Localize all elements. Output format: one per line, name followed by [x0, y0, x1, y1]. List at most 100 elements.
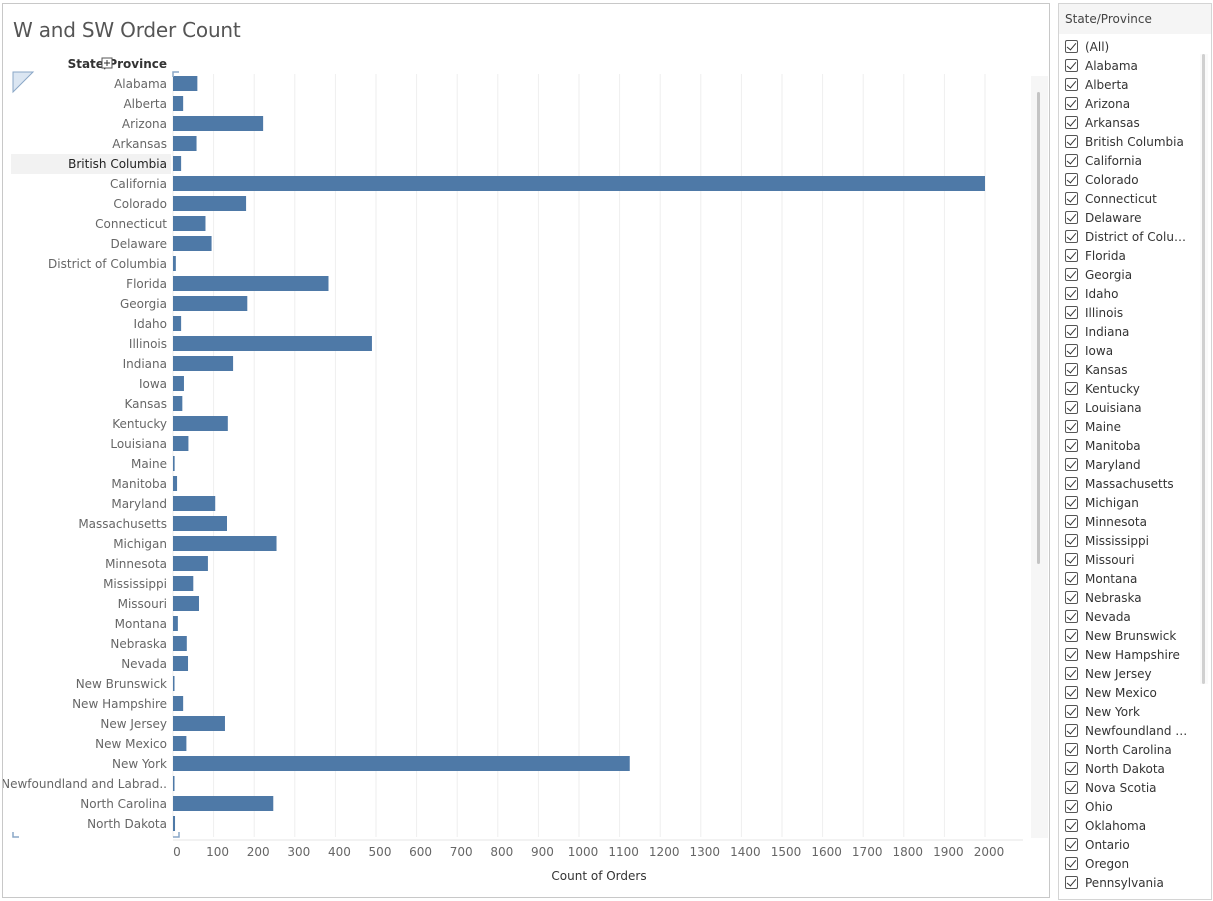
filter-item[interactable]: Colorado [1059, 170, 1197, 189]
row-label[interactable]: Maine [131, 457, 167, 471]
checkbox-checked-icon[interactable] [1065, 154, 1078, 167]
filter-item[interactable]: Idaho [1059, 284, 1197, 303]
row-label[interactable]: North Carolina [80, 797, 167, 811]
filter-item[interactable]: New York [1059, 702, 1197, 721]
row-label[interactable]: Montana [115, 617, 167, 631]
row-label[interactable]: Georgia [120, 297, 167, 311]
checkbox-checked-icon[interactable] [1065, 116, 1078, 129]
checkbox-checked-icon[interactable] [1065, 724, 1078, 737]
checkbox-checked-icon[interactable] [1065, 211, 1078, 224]
checkbox-checked-icon[interactable] [1065, 534, 1078, 547]
checkbox-checked-icon[interactable] [1065, 838, 1078, 851]
bar[interactable] [173, 436, 189, 451]
checkbox-checked-icon[interactable] [1065, 287, 1078, 300]
row-label[interactable]: New Brunswick [76, 677, 167, 691]
bar[interactable] [173, 396, 183, 411]
checkbox-checked-icon[interactable] [1065, 819, 1078, 832]
checkbox-checked-icon[interactable] [1065, 268, 1078, 281]
bar[interactable] [173, 776, 175, 791]
row-label[interactable]: Louisiana [110, 437, 167, 451]
bar-chart[interactable]: State/Province Alabama Alberta Arizona Arkan… [3, 4, 1049, 897]
bar[interactable] [173, 716, 225, 731]
bar[interactable] [173, 196, 247, 211]
bar[interactable] [173, 296, 248, 311]
checkbox-checked-icon[interactable] [1065, 230, 1078, 243]
bar[interactable] [173, 696, 184, 711]
checkbox-checked-icon[interactable] [1065, 173, 1078, 186]
bar[interactable] [173, 736, 187, 751]
row-label[interactable]: Missouri [118, 597, 167, 611]
checkbox-checked-icon[interactable] [1065, 610, 1078, 623]
filter-item[interactable]: Florida [1059, 246, 1197, 265]
filter-item[interactable]: Pennsylvania [1059, 873, 1197, 892]
row-label[interactable]: Alberta [123, 97, 167, 111]
bar[interactable] [173, 656, 189, 671]
row-label[interactable]: Nevada [121, 657, 167, 671]
filter-item[interactable]: Montana [1059, 569, 1197, 588]
filter-item[interactable]: Alabama [1059, 56, 1197, 75]
row-label[interactable]: Iowa [139, 377, 167, 391]
row-label[interactable]: Massachusetts [78, 517, 167, 531]
checkbox-checked-icon[interactable] [1065, 135, 1078, 148]
filter-item[interactable]: British Columbia [1059, 132, 1197, 151]
filter-item[interactable]: North Carolina [1059, 740, 1197, 759]
checkbox-checked-icon[interactable] [1065, 439, 1078, 452]
filter-item[interactable]: Arizona [1059, 94, 1197, 113]
filter-item[interactable]: (All) [1059, 37, 1197, 56]
filter-item[interactable]: District of Colum... [1059, 227, 1197, 246]
filter-item[interactable]: New Jersey [1059, 664, 1197, 683]
bar[interactable] [173, 476, 178, 491]
bar[interactable] [173, 556, 208, 571]
row-label[interactable]: Minnesota [105, 557, 167, 571]
bar[interactable] [173, 676, 175, 691]
bar[interactable] [173, 616, 178, 631]
filter-item[interactable]: Massachusetts [1059, 474, 1197, 493]
row-label[interactable]: Arizona [122, 117, 167, 131]
row-label[interactable]: Connecticut [95, 217, 167, 231]
row-label[interactable]: Mississippi [103, 577, 167, 591]
checkbox-checked-icon[interactable] [1065, 591, 1078, 604]
filter-item[interactable]: Georgia [1059, 265, 1197, 284]
bar[interactable] [173, 376, 184, 391]
filter-item[interactable]: New Hampshire [1059, 645, 1197, 664]
checkbox-checked-icon[interactable] [1065, 553, 1078, 566]
filter-item[interactable]: Connecticut [1059, 189, 1197, 208]
filter-item[interactable]: Minnesota [1059, 512, 1197, 531]
bar[interactable] [173, 596, 199, 611]
checkbox-checked-icon[interactable] [1065, 40, 1078, 53]
bar[interactable] [173, 76, 198, 91]
checkbox-checked-icon[interactable] [1065, 363, 1078, 376]
row-label[interactable]: New Mexico [95, 737, 167, 751]
checkbox-checked-icon[interactable] [1065, 781, 1078, 794]
bar[interactable] [173, 416, 228, 431]
row-label[interactable]: District of Columbia [48, 257, 167, 271]
filter-item[interactable]: Oregon [1059, 854, 1197, 873]
checkbox-checked-icon[interactable] [1065, 325, 1078, 338]
bar[interactable] [173, 116, 264, 131]
bar[interactable] [173, 636, 187, 651]
checkbox-checked-icon[interactable] [1065, 876, 1078, 889]
checkbox-checked-icon[interactable] [1065, 572, 1078, 585]
row-label[interactable]: Illinois [129, 337, 167, 351]
filter-item[interactable]: Manitoba [1059, 436, 1197, 455]
row-label[interactable]: British Columbia [68, 157, 167, 171]
bar[interactable] [173, 796, 274, 811]
checkbox-checked-icon[interactable] [1065, 97, 1078, 110]
filter-item[interactable]: Nevada [1059, 607, 1197, 626]
checkbox-checked-icon[interactable] [1065, 382, 1078, 395]
checkbox-checked-icon[interactable] [1065, 686, 1078, 699]
row-label[interactable]: Manitoba [111, 477, 167, 491]
checkbox-checked-icon[interactable] [1065, 648, 1078, 661]
bar[interactable] [173, 756, 630, 771]
checkbox-checked-icon[interactable] [1065, 306, 1078, 319]
filter-item[interactable]: Nebraska [1059, 588, 1197, 607]
row-label[interactable]: Idaho [134, 317, 167, 331]
bar[interactable] [173, 356, 234, 371]
bar[interactable] [173, 156, 182, 171]
row-label[interactable]: California [110, 177, 167, 191]
filter-item[interactable]: Kansas [1059, 360, 1197, 379]
checkbox-checked-icon[interactable] [1065, 401, 1078, 414]
row-label[interactable]: Newfoundland and Labrad.. [3, 777, 167, 791]
row-label[interactable]: New Jersey [100, 717, 167, 731]
chart-scrollbar-thumb[interactable] [1037, 92, 1040, 564]
